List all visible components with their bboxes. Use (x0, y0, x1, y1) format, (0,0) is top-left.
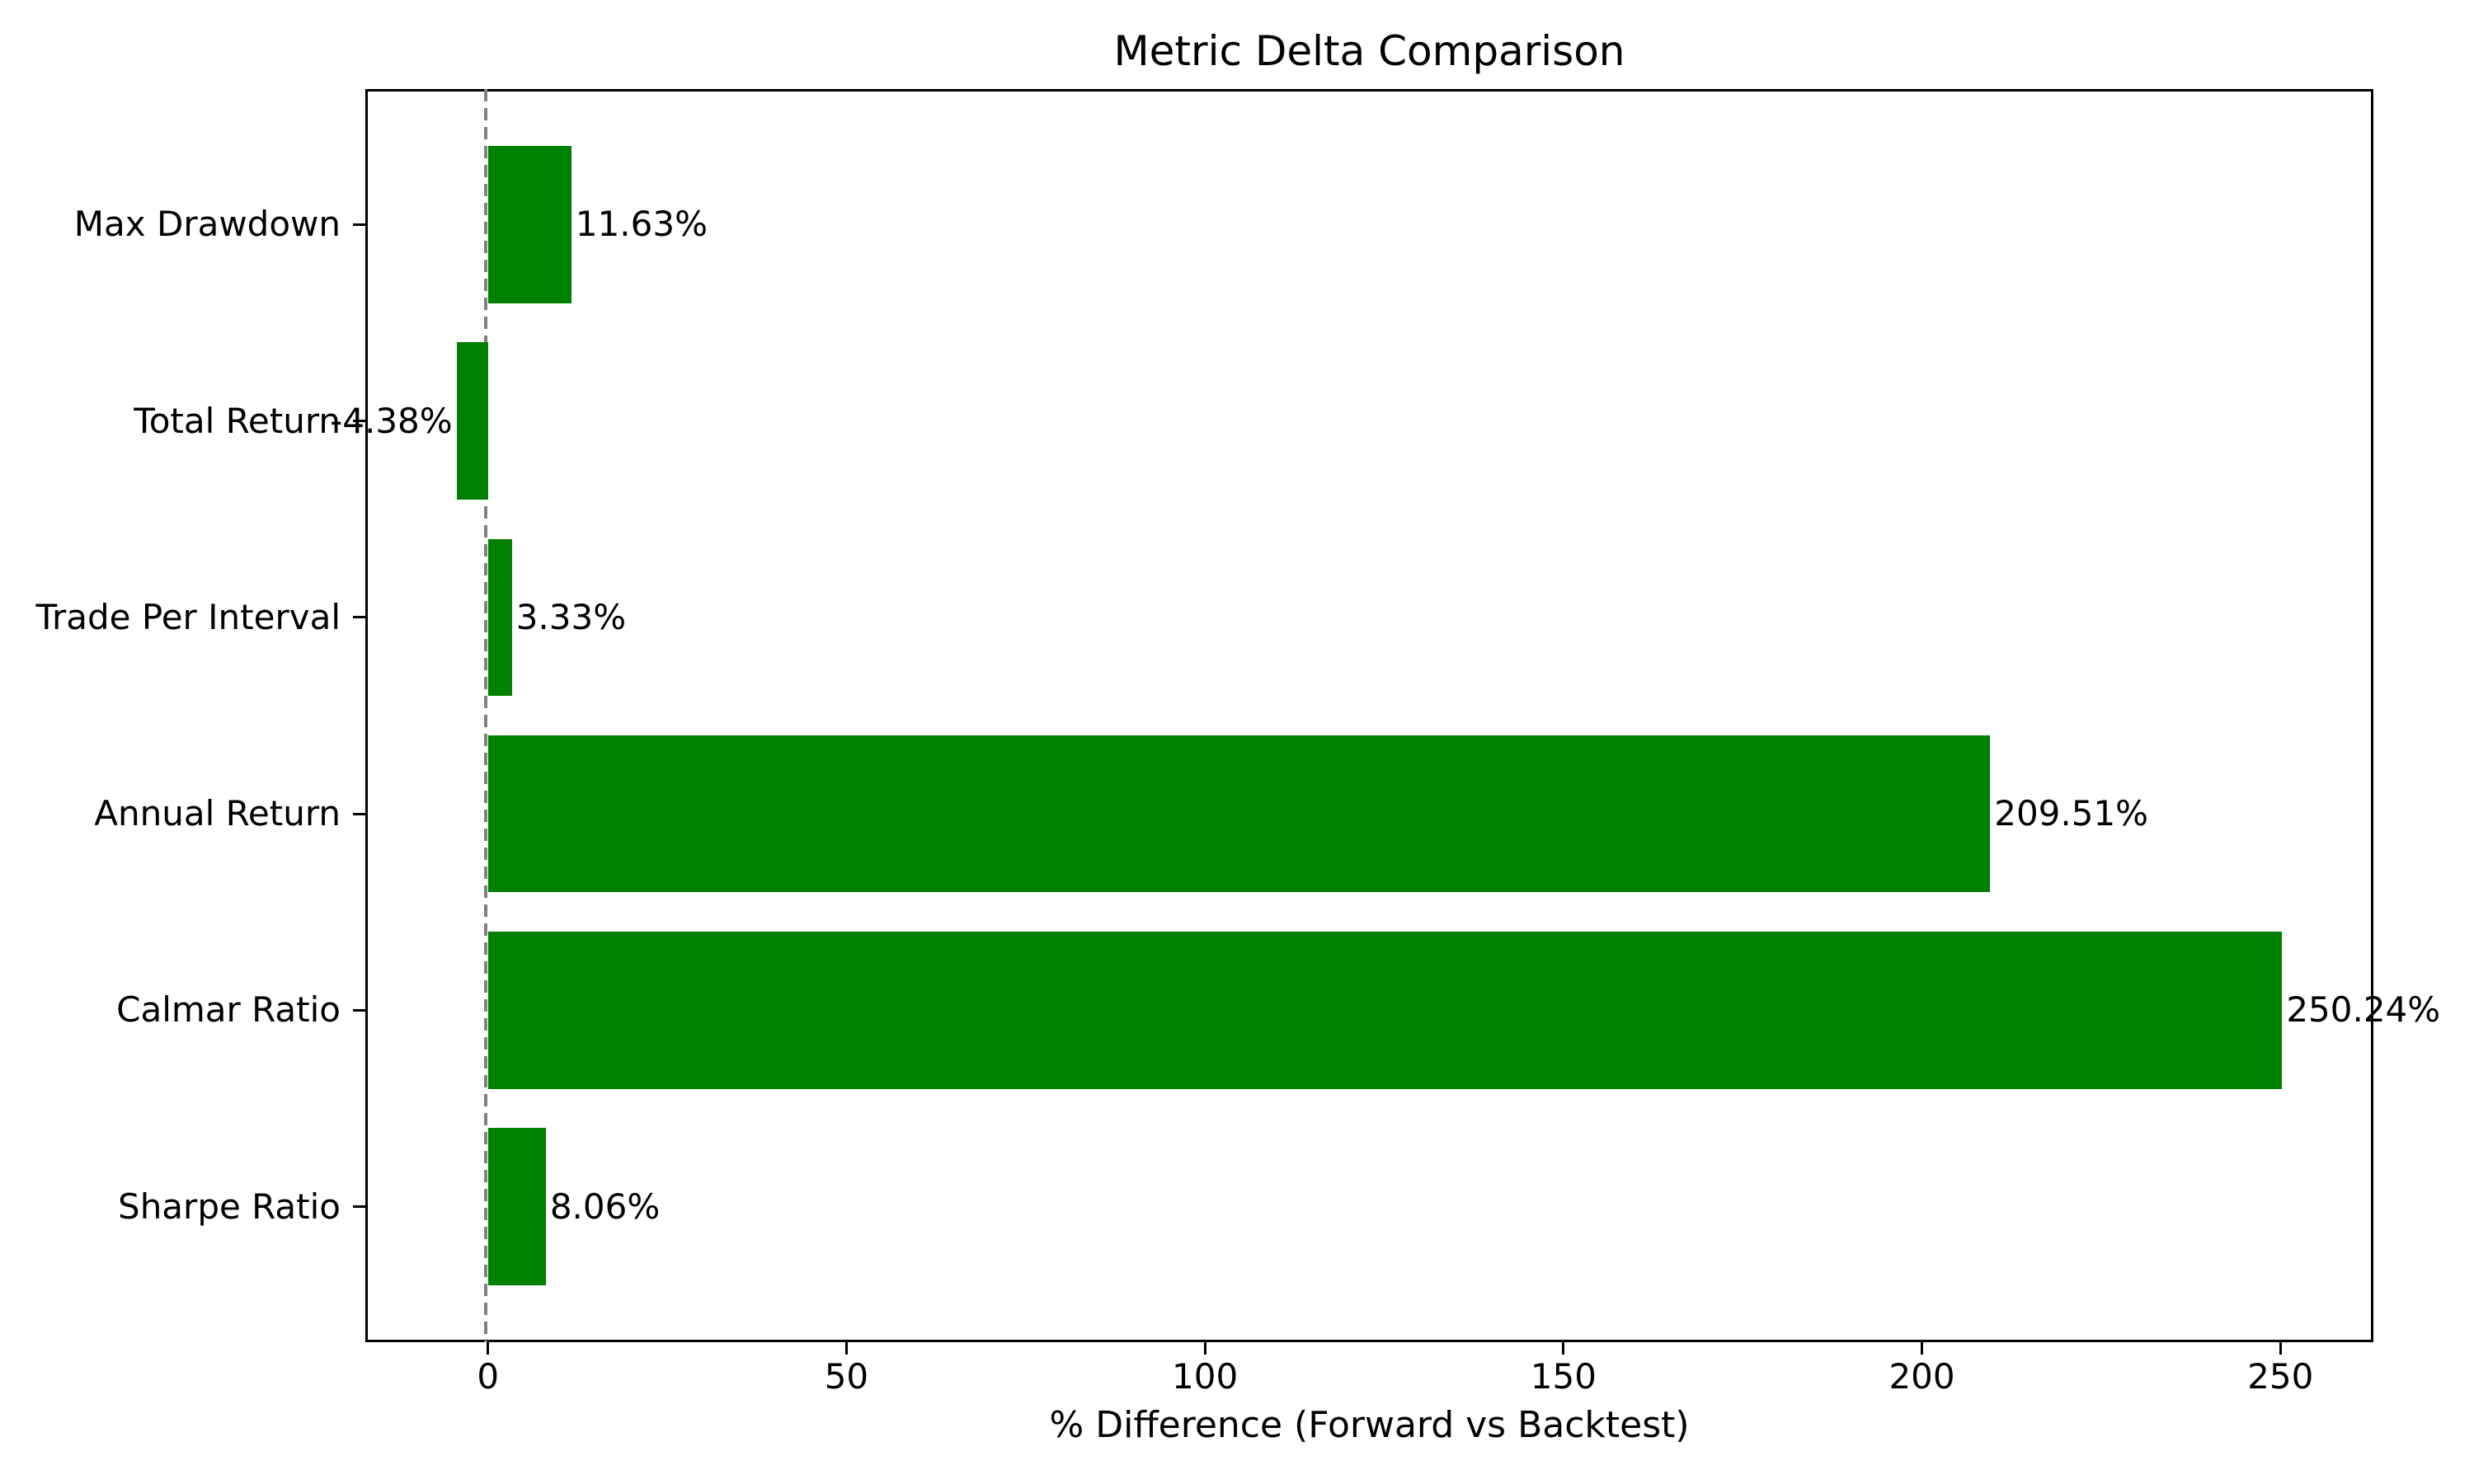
x-tick-label: 250 (2247, 1356, 2314, 1397)
x-axis-title: % Difference (Forward vs Backtest) (1049, 1404, 1690, 1446)
y-tick-mark (353, 616, 365, 619)
y-axis-category-label: Calmar Ratio (116, 989, 341, 1031)
x-tick-label: 0 (477, 1356, 500, 1397)
bar-value-label: 3.33% (515, 596, 627, 637)
y-axis-category-label: Trade Per Interval (35, 596, 341, 637)
bar-value-label: 11.63% (575, 204, 708, 245)
x-tick-mark (1562, 1342, 1565, 1355)
x-tick-mark (487, 1342, 490, 1355)
bar-value-label: 8.06% (549, 1186, 661, 1227)
x-tick-label: 150 (1530, 1356, 1597, 1397)
y-tick-mark (353, 812, 365, 815)
y-axis-category-label: Sharpe Ratio (118, 1186, 341, 1227)
x-tick-mark (1921, 1342, 1924, 1355)
bar-value-label: -4.38% (330, 400, 453, 441)
y-axis-category-label: Max Drawdown (73, 204, 341, 245)
y-tick-mark (353, 1008, 365, 1012)
y-tick-mark (353, 420, 365, 423)
x-tick-label: 100 (1172, 1356, 1239, 1397)
bar-value-label: 250.24% (2286, 989, 2441, 1031)
bar-annual-return (487, 735, 1991, 893)
bar-trade-per-interval (487, 538, 512, 697)
y-tick-mark (353, 223, 365, 226)
bar-value-label: 209.51% (1994, 793, 2149, 834)
x-tick-mark (844, 1342, 848, 1355)
bar-calmar-ratio (487, 932, 2283, 1089)
x-tick-label: 200 (1888, 1356, 1955, 1397)
y-axis-category-label: Annual Return (94, 793, 341, 834)
plot-area (365, 89, 2373, 1342)
x-tick-mark (1203, 1342, 1206, 1355)
x-tick-label: 50 (824, 1356, 869, 1397)
zero-baseline-dashed-line (483, 89, 487, 1342)
x-tick-mark (2279, 1342, 2282, 1355)
y-axis-category-label: Total Return (134, 400, 341, 441)
bar-total-return (456, 342, 488, 500)
chart-title: Metric Delta Comparison (1113, 27, 1625, 75)
bar-sharpe-ratio (487, 1128, 546, 1285)
y-tick-mark (353, 1205, 365, 1209)
bar-max-drawdown (487, 146, 571, 303)
